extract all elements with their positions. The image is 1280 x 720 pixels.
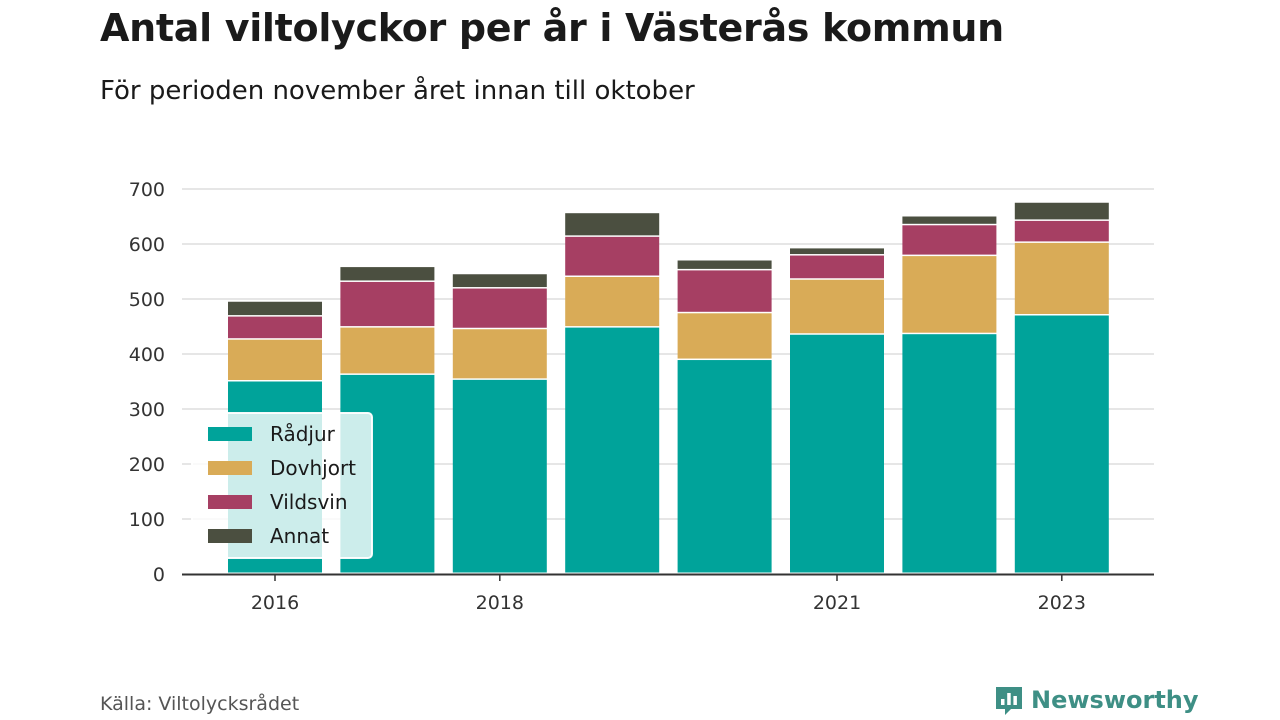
x-tick-label: 2018 (476, 592, 524, 614)
bar-segment-rådjur (452, 379, 547, 573)
bar-segment-dovhjort (677, 313, 772, 359)
y-tick-label: 600 (129, 234, 165, 256)
legend-label: Annat (270, 524, 329, 548)
bar-segment-rådjur (677, 360, 772, 573)
bar-segment-annat (340, 267, 435, 281)
legend-label: Vildsvin (270, 490, 348, 514)
y-tick-label: 200 (129, 454, 165, 476)
bar-segment-annat (565, 213, 660, 236)
bar-segment-dovhjort (565, 277, 660, 327)
legend-swatch (208, 529, 252, 543)
y-tick-label: 400 (129, 344, 165, 366)
bar-segment-vildsvin (677, 270, 772, 312)
bar-segment-vildsvin (452, 288, 547, 328)
brand-logo[interactable]: Newsworthy (993, 684, 1199, 716)
bar-chart-logo-icon (996, 687, 1022, 715)
bar-segment-vildsvin (1014, 220, 1109, 242)
bar-segment-annat (790, 248, 884, 255)
bar-segment-rådjur (790, 334, 884, 573)
bar-segment-vildsvin (228, 316, 322, 339)
bar-segment-annat (902, 216, 997, 224)
chart-title: Antal viltolyckor per år i Västerås komm… (100, 6, 1004, 50)
bar-segment-annat (677, 260, 772, 269)
x-tick-label: 2016 (251, 592, 299, 614)
x-tick-label: 2021 (813, 592, 861, 614)
bar-segment-rådjur (902, 334, 997, 573)
legend-swatch (208, 427, 252, 441)
axes: 0 100 200 300 400 500 600 700 2016 2018 2021 2023 (129, 179, 1154, 614)
bar-segment-dovhjort (790, 279, 884, 334)
bar-segment-dovhjort (340, 327, 435, 374)
y-tick-label: 0 (153, 564, 165, 586)
legend-swatch (208, 495, 252, 509)
source-note: Källa: Viltolycksrådet (100, 693, 300, 715)
y-tick-label: 300 (129, 399, 165, 421)
bar-segment-dovhjort (902, 256, 997, 333)
y-tick-label: 700 (129, 179, 165, 201)
legend-box (191, 412, 373, 559)
bar-segment-dovhjort (228, 339, 322, 380)
bar-segment-rådjur (565, 327, 660, 573)
bar-segment-annat (228, 301, 322, 316)
chart-subtitle: För perioden november året innan till ok… (100, 76, 695, 106)
bar-segment-dovhjort (452, 329, 547, 379)
legend-swatch (208, 461, 252, 475)
bar-segment-annat (1014, 202, 1109, 220)
bar-segment-dovhjort (1014, 242, 1109, 314)
y-tick-label: 100 (129, 509, 165, 531)
bar-segment-vildsvin (790, 255, 884, 279)
legend: Rådjur Dovhjort Vildsvin Annat (191, 412, 373, 559)
bar-segment-vildsvin (902, 225, 997, 255)
brand-name: Newsworthy (1031, 686, 1199, 714)
bar-segment-vildsvin (340, 281, 435, 327)
bar-segment-rådjur (1014, 315, 1109, 573)
bar-segment-vildsvin (565, 236, 660, 276)
y-tick-label: 500 (129, 289, 165, 311)
bar-segment-annat (452, 274, 547, 288)
legend-label: Rådjur (270, 422, 336, 446)
x-tick-label: 2023 (1038, 592, 1086, 614)
legend-label: Dovhjort (270, 456, 356, 480)
